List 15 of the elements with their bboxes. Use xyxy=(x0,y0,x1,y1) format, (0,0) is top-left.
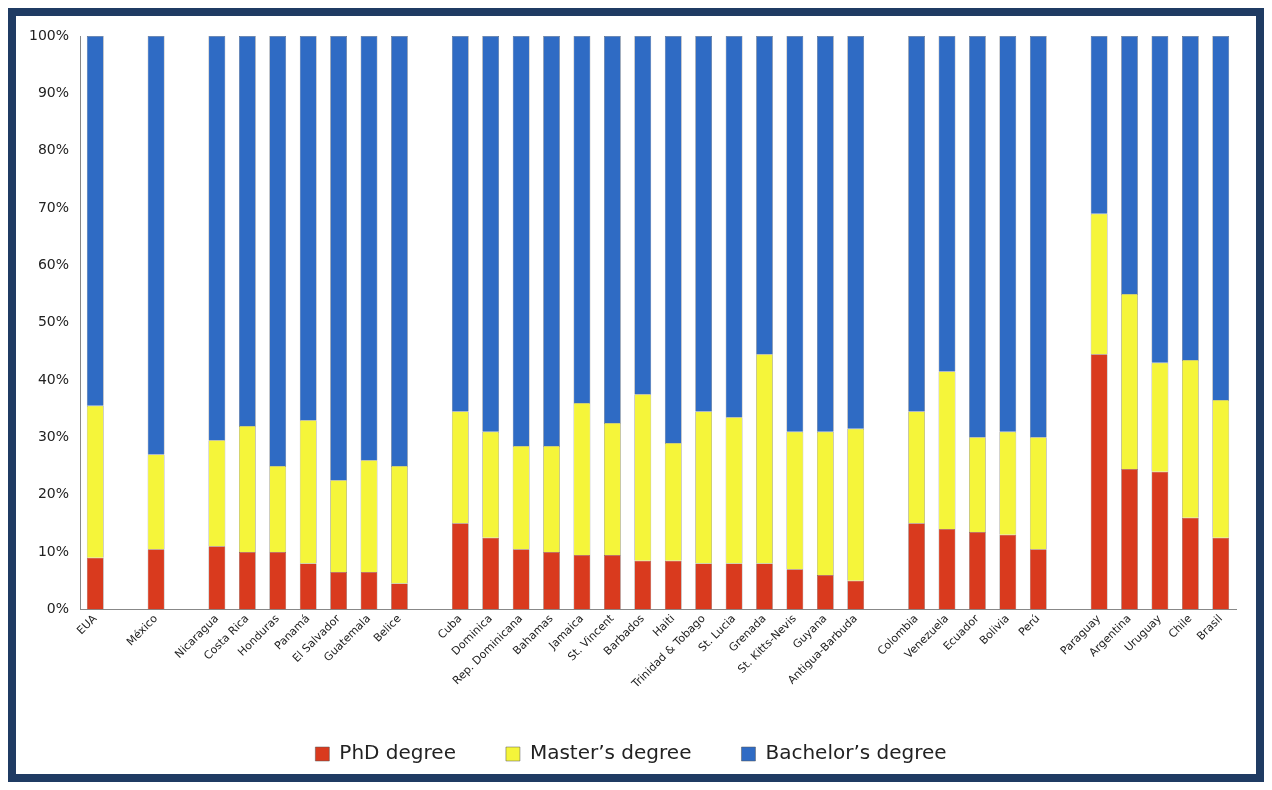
legend-label: PhD degree xyxy=(339,740,456,765)
y-tick-label: 80% xyxy=(37,141,70,158)
y-tick-label: 70% xyxy=(37,198,70,215)
y-tick-label: 60% xyxy=(37,255,70,272)
y-tick-label: 0% xyxy=(46,600,70,617)
y-tick-label: 40% xyxy=(37,370,70,387)
legend-label: Master’s degree xyxy=(529,740,692,765)
y-tick-label: 50% xyxy=(37,313,70,330)
y-tick-label: 20% xyxy=(37,485,70,502)
x-tick-label: EUA xyxy=(74,611,100,638)
y-tick-label: 100% xyxy=(28,26,70,43)
y-tick-label: 30% xyxy=(37,428,70,444)
y-tick-label: 10% xyxy=(37,542,70,559)
y-tick-label: 90% xyxy=(37,83,70,100)
legend-label: Bachelor’s degree xyxy=(765,740,947,765)
